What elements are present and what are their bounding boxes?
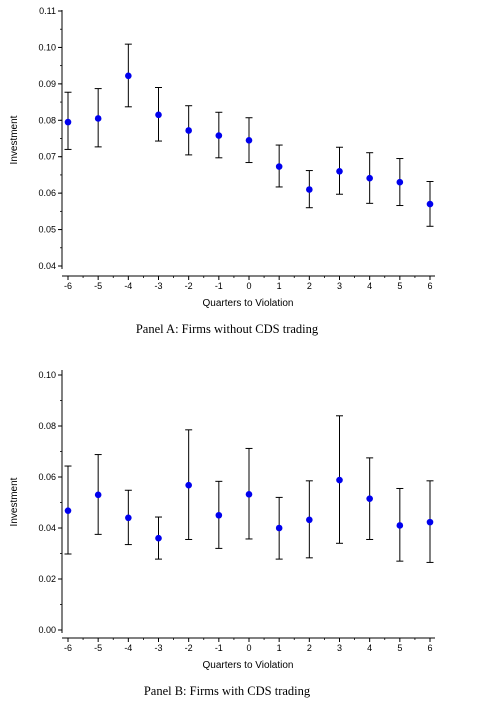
panel-b-xlabel: Quarters to Violation (203, 660, 294, 671)
panel-a-point (125, 72, 132, 80)
panel-a-xlabel: Quarters to Violation (203, 298, 294, 309)
panel-a-xtick-label: 0 (246, 281, 251, 291)
panel-a-ytick-label: 0.06 (38, 188, 56, 198)
panel-a-xtick-label: 5 (397, 281, 402, 291)
panel-b-point (245, 491, 253, 498)
panel-a-point (306, 186, 313, 193)
panel-a-xtick-label: -6 (64, 281, 72, 291)
panel-b-xtick-label: -3 (154, 643, 162, 653)
panel-a-xtick-label: 2 (307, 281, 312, 291)
panel-a-ytick-label: 0.04 (38, 261, 56, 271)
panel-b-error-bars (64, 415, 434, 563)
panel-b-ytick-label: 0.10 (38, 370, 56, 380)
panel-b-y-ticks: 0.00 0.02 0.04 0.06 0.08 0.10 (38, 370, 62, 635)
panel-b-xtick-label: 3 (337, 643, 342, 653)
panel-b-ytick-label: 0.08 (38, 421, 56, 431)
panel-a-ytick-label: 0.08 (38, 115, 56, 125)
panel-b-xtick-label: 5 (397, 643, 402, 653)
panel-b-point (64, 507, 72, 514)
panel-a-xtick-label: -2 (185, 281, 193, 291)
panel-b-chart: 0.00 0.02 0.04 0.06 0.08 0.10 -6 -5 -4 -3 -2 -1 0 1 2… (9, 370, 435, 698)
panel-a-xtick-label: -3 (154, 281, 162, 291)
panel-b-ytick-label: 0.02 (38, 574, 56, 584)
panel-b-xtick-label: 2 (307, 643, 312, 653)
panel-b-ylabel: Investment (9, 477, 20, 526)
panel-a-xtick-label: 1 (277, 281, 282, 291)
panel-a-x-ticks: -6 -5 -4 -3 -2 -1 0 1 2 3 4 5 6 (64, 276, 433, 291)
panel-b-points (64, 476, 434, 542)
panel-a-xtick-label: 3 (337, 281, 342, 291)
panel-a-ytick-label: 0.09 (38, 79, 56, 89)
panel-a-xtick-label: 6 (427, 281, 432, 291)
panel-b-point (366, 495, 373, 502)
panel-a-y-ticks: 0.04 0.05 0.06 0.07 0.08 0.09 0.10 0.11 (38, 6, 62, 271)
panel-b-point (306, 516, 313, 524)
panel-a-xtick-label: 4 (367, 281, 372, 291)
panel-a-ylabel: Investment (9, 115, 20, 164)
panel-b-xtick-label: -6 (64, 643, 72, 653)
panel-a-point (245, 137, 253, 144)
panel-a-chart: 0.040.050.060.070.080.090.100.11 -6 -5 -4-… (9, 6, 435, 336)
panel-a-point (396, 178, 404, 186)
panel-a-points (64, 72, 434, 208)
panel-a-point (336, 167, 343, 175)
panel-a-xtick-label: -1 (215, 281, 223, 291)
panel-b-y-axis: 0.00 0.02 0.04 0.06 0.08 0.10 (38, 370, 63, 635)
panel-b-point (155, 534, 162, 542)
panel-a-point (155, 111, 162, 119)
panel-a-xtick-label: -4 (124, 281, 132, 291)
panel-b-caption: Panel B: Firms with CDS trading (144, 684, 311, 698)
panel-a-ytick-label: 0.07 (38, 152, 56, 162)
panel-a-ytick-label: 0.05 (38, 225, 56, 235)
panel-b-x-ticks: -6 -5 -4 -3 -2 -1 0 1 2 3 4 5 6 (64, 638, 433, 653)
panel-a-y-axis: 0.04 0.05 0.06 0.07 0.08 0.09 0.10 0.11 (38, 6, 63, 271)
panel-a-point (215, 132, 223, 139)
panel-b-ytick-label: 0.04 (38, 523, 56, 533)
panel-b-xtick-label: -1 (215, 643, 223, 653)
panel-b-xtick-label: -5 (94, 643, 102, 653)
panel-b-point (125, 514, 132, 522)
panel-a-point (64, 118, 72, 126)
panel-b-ytick-label: 0.00 (38, 625, 56, 635)
panel-a-point (275, 163, 283, 170)
panel-a-point (366, 174, 373, 182)
panel-b-point (94, 491, 102, 499)
panel-b-xtick-label: -2 (185, 643, 193, 653)
panel-b-point (336, 476, 343, 484)
panel-b-point (396, 522, 404, 529)
panel-b-xtick-label: 4 (367, 643, 372, 653)
panel-b-point (275, 524, 283, 532)
panel-a-xtick-label: -5 (94, 281, 102, 291)
panel-a-point (94, 115, 102, 122)
panel-b-point (185, 481, 192, 489)
panel-a-point (185, 127, 192, 134)
panel-a-caption: Panel A: Firms without CDS trading (136, 322, 319, 336)
panel-b-xtick-label: 0 (246, 643, 251, 653)
panel-a-error-bars (64, 43, 434, 227)
panel-b-xtick-label: -4 (124, 643, 132, 653)
panel-b-x-axis: -6 -5 -4 -3 -2 -1 0 1 2 3 4 5 6 (62, 637, 435, 653)
panel-b-point (215, 511, 223, 519)
panel-b-xtick-label: 1 (277, 643, 282, 653)
panel-b-point (426, 518, 434, 526)
panel-a-ytick-label: 0.11 (39, 6, 56, 16)
panel-a-point (426, 200, 434, 208)
panel-a-ytick-label: 0.10 (38, 42, 56, 52)
panel-b-xtick-label: 6 (427, 643, 432, 653)
panel-b-ytick-label: 0.06 (38, 472, 56, 482)
panel-a-x-axis: -6 -5 -4 -3 -2 -1 0 1 2 3 4 5 6 (62, 275, 435, 291)
